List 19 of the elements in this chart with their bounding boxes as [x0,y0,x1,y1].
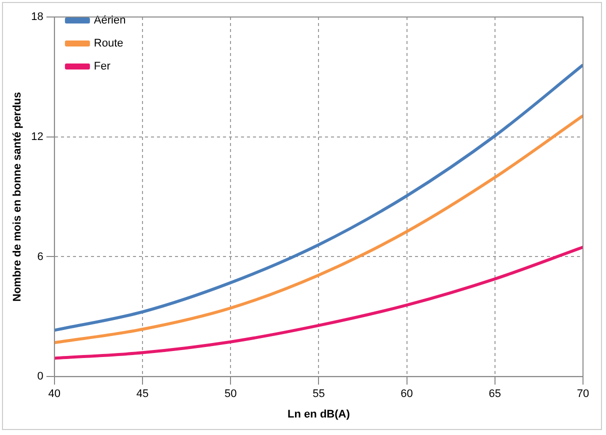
y-tick-label: 12 [31,130,44,143]
y-tick-label: 18 [31,11,44,24]
legend-label: Route [94,38,124,50]
x-tick-label: 65 [488,388,502,400]
y-tick-label: 0 [37,370,44,383]
x-tick-label: 55 [312,388,325,400]
line-series [54,63,583,332]
y-tick-label: 6 [37,250,44,263]
x-tick-label: 45 [136,388,149,400]
x-tick-label: 40 [48,388,61,400]
line-series [54,246,583,360]
x-tick-label: 50 [224,388,237,400]
legend-label: Aérien [94,14,126,27]
y-axis-title: Nombre de mois en bonne santé perdus [12,92,24,302]
x-tick-label: 60 [400,388,413,400]
x-tick-label: 70 [576,388,590,400]
legend-label: Fer [94,60,111,73]
line-series [54,114,583,344]
x-axis-title: Ln en dB(A) [288,408,350,420]
